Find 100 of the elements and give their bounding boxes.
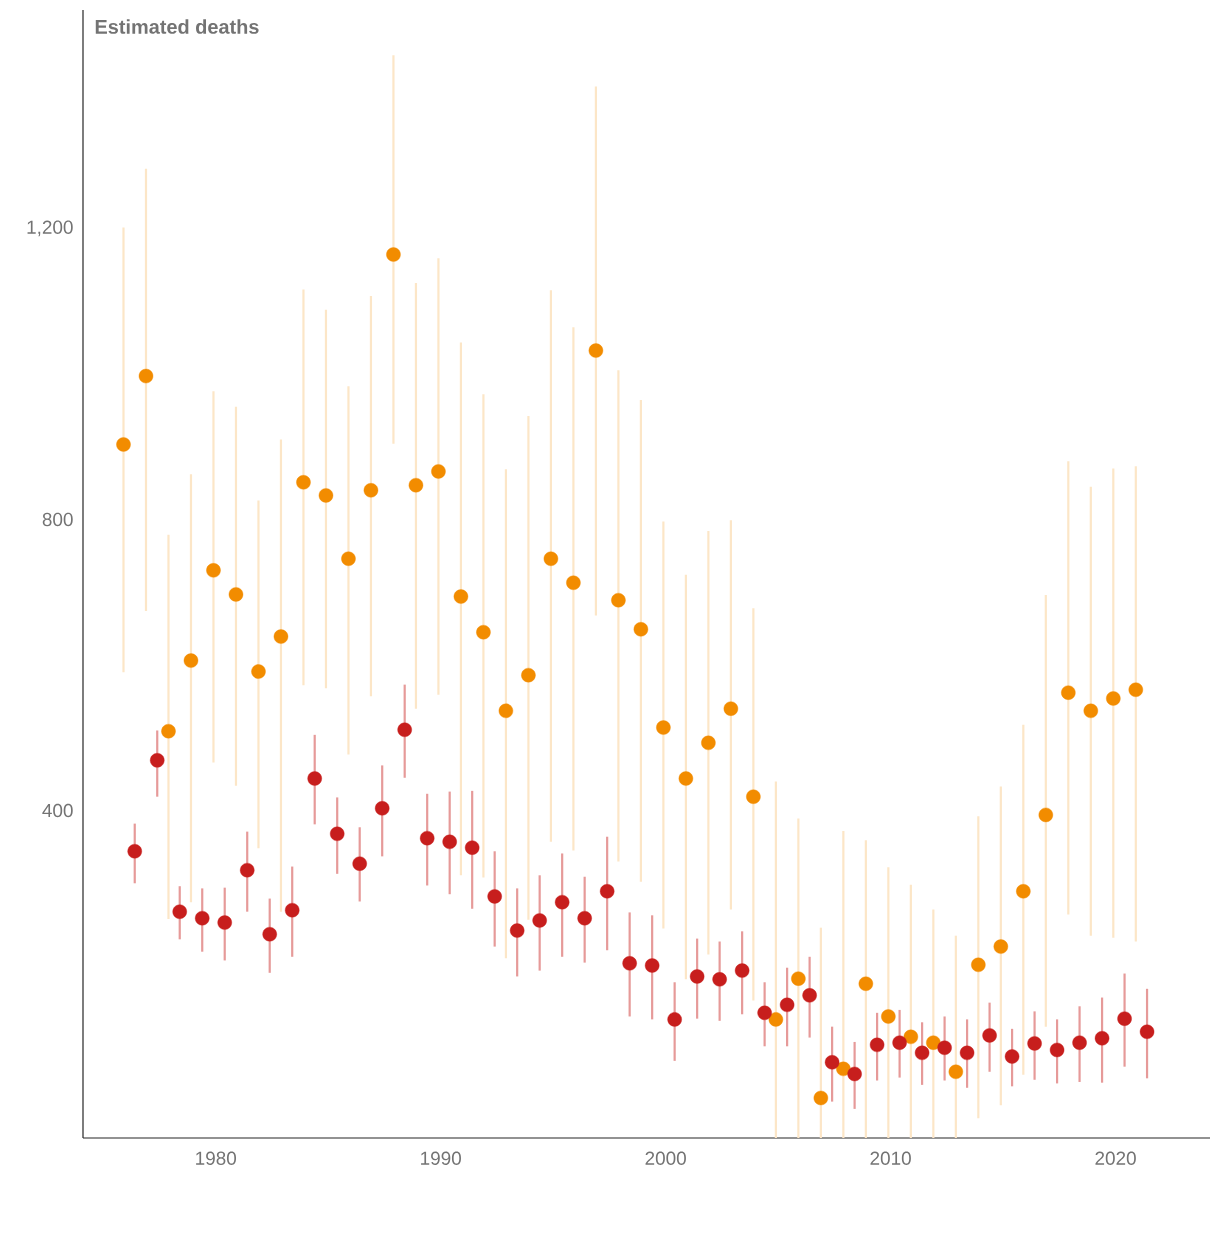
- point: [566, 575, 581, 590]
- point: [914, 1045, 930, 1061]
- point: [251, 664, 266, 679]
- point: [712, 972, 727, 987]
- y-tick-label: 1,200: [27, 220, 73, 237]
- point: [1049, 1042, 1065, 1058]
- point: [779, 997, 795, 1013]
- point: [678, 771, 694, 786]
- point: [1072, 1035, 1087, 1050]
- point: [926, 1035, 941, 1050]
- point: [982, 1028, 997, 1043]
- point: [341, 551, 356, 566]
- point: [285, 903, 300, 918]
- point: [644, 958, 660, 973]
- point: [588, 343, 604, 358]
- point: [993, 939, 1009, 954]
- point: [948, 1064, 964, 1079]
- point: [442, 834, 457, 850]
- point: [656, 720, 671, 735]
- point: [532, 913, 547, 928]
- point: [509, 923, 525, 938]
- x-tick-label: 2020: [1095, 1151, 1136, 1165]
- point: [734, 963, 750, 978]
- point: [746, 789, 761, 804]
- point: [1027, 1036, 1042, 1051]
- point: [937, 1040, 952, 1055]
- y-tick-label: 400: [42, 803, 73, 818]
- point: [554, 895, 570, 910]
- point: [791, 971, 806, 986]
- point: [768, 1012, 784, 1027]
- point: [453, 589, 469, 604]
- point: [892, 1035, 907, 1050]
- x-tick-label: 1990: [421, 1151, 461, 1165]
- point: [183, 653, 199, 668]
- x-tick-label: 2000: [645, 1151, 686, 1165]
- point: [757, 1005, 772, 1021]
- point: [352, 856, 367, 871]
- point: [1083, 703, 1099, 719]
- point: [689, 969, 705, 984]
- point: [667, 1012, 682, 1027]
- point: [150, 753, 165, 768]
- point: [363, 483, 379, 498]
- point: [858, 976, 874, 991]
- point: [419, 830, 435, 846]
- point: [217, 915, 232, 930]
- point: [476, 625, 491, 640]
- point: [397, 722, 412, 737]
- point: [521, 667, 536, 683]
- point: [206, 563, 221, 578]
- point: [802, 988, 817, 1003]
- point: [599, 884, 615, 899]
- point: [172, 904, 187, 919]
- point: [1106, 691, 1121, 706]
- point: [498, 703, 514, 719]
- point: [824, 1055, 840, 1070]
- point: [138, 368, 154, 384]
- point: [701, 735, 716, 751]
- point: [487, 889, 502, 904]
- point: [116, 437, 131, 452]
- point: [959, 1045, 975, 1061]
- point: [1139, 1024, 1155, 1039]
- point: [543, 551, 559, 566]
- y-axis-title: Estimated deaths: [95, 19, 259, 34]
- point: [408, 478, 424, 493]
- point: [296, 475, 311, 490]
- point: [161, 724, 176, 739]
- point: [1094, 1031, 1110, 1046]
- y-tick-label: 800: [42, 512, 73, 527]
- point: [813, 1090, 829, 1106]
- point: [307, 771, 322, 786]
- point: [228, 587, 244, 602]
- point: [375, 801, 390, 816]
- point: [971, 957, 986, 972]
- point: [431, 464, 446, 479]
- point: [464, 840, 480, 855]
- point: [577, 911, 592, 926]
- point: [1061, 685, 1076, 700]
- point: [1016, 884, 1031, 899]
- point: [386, 247, 401, 262]
- point: [318, 488, 334, 503]
- point: [240, 862, 255, 878]
- x-tick-label: 1980: [196, 1151, 237, 1165]
- point: [127, 844, 142, 859]
- point: [881, 1009, 896, 1024]
- point: [1128, 682, 1144, 697]
- point: [903, 1029, 919, 1045]
- x-tick-label: 2010: [870, 1151, 911, 1165]
- point: [1004, 1049, 1020, 1064]
- point: [262, 927, 277, 942]
- point: [1117, 1011, 1132, 1026]
- point: [1038, 807, 1054, 823]
- point: [195, 911, 210, 926]
- point: [847, 1066, 862, 1082]
- point: [611, 593, 626, 608]
- point: [622, 956, 637, 971]
- point: [869, 1037, 885, 1053]
- point: [633, 622, 649, 637]
- point: [273, 629, 289, 644]
- point: [330, 826, 345, 841]
- point: [723, 701, 739, 716]
